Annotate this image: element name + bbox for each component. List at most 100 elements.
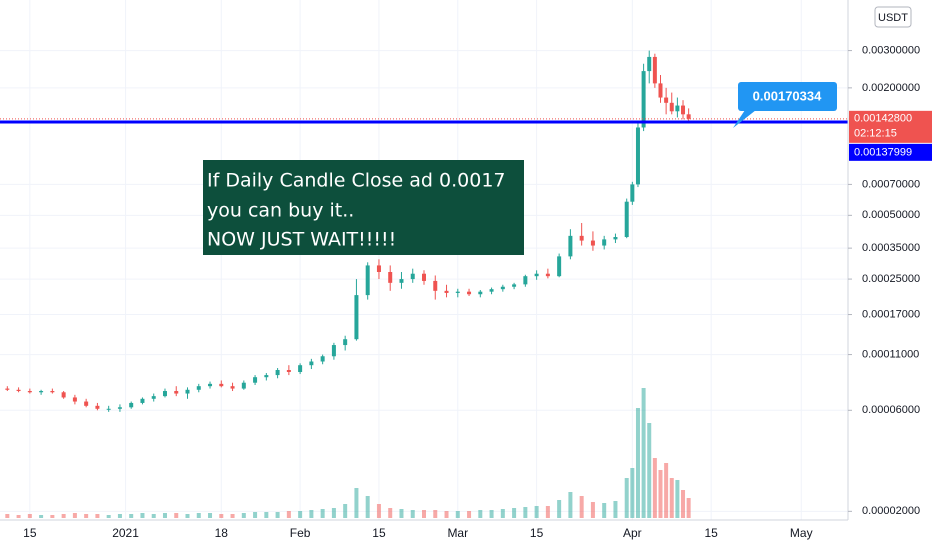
level-box [849,143,932,161]
candle-body [140,398,145,403]
volume-bar [95,514,100,518]
candle-body [557,256,562,277]
volume-bar [376,504,381,518]
candle-body [602,239,607,246]
volume-bar [320,509,325,518]
volume-bar [433,510,438,518]
last-price-box [849,110,932,143]
candle-body [151,396,156,399]
x-tick-label: Feb [290,526,311,540]
y-tick-label: 0.00017000 [862,308,920,320]
candle-body [39,391,44,393]
candle-body [675,105,680,112]
volume-bar [354,488,359,518]
candle-body [681,105,686,115]
volume-bar [641,388,646,518]
volume-bar [174,513,179,518]
candle-body [185,389,190,394]
candle-body [652,56,657,84]
volume-bar [658,470,663,518]
candle-body [433,280,438,291]
candle-body [298,365,303,373]
volume-bar [219,514,224,518]
candle-body [196,386,201,390]
x-tick-label: Mar [447,526,468,540]
x-tick-label: May [790,526,813,540]
candle-body [590,240,595,246]
candle-body [686,114,691,119]
candle-body [84,401,89,406]
x-tick-label: 2021 [112,526,139,540]
candles [5,50,691,412]
candle-body [613,237,618,240]
volume-bar [275,512,280,518]
overlay [0,118,848,124]
volume-bar [455,511,460,518]
volume-bar [140,513,145,518]
y-tick-label: 0.00050000 [862,209,920,221]
candle-body [630,184,635,202]
volume-bar [545,506,550,518]
candle-body [264,375,269,378]
volume-bar [84,514,89,518]
volume-bar [50,515,55,518]
annotation-line: NOW JUST WAIT!!!!! [207,229,396,251]
volume-bar [253,512,258,518]
candle-body [27,391,32,393]
volume-bar [489,510,494,518]
candle-body [669,102,674,112]
y-tick-label: 0.00025000 [862,273,920,285]
annotation-line: If Daily Candle Close ad 0.0017 [207,170,506,192]
volume-bar [264,512,269,518]
y-tick-label: 0.00200000 [862,82,920,94]
volume-bar [208,513,213,518]
volume-bar [686,498,691,518]
volume-bar [602,503,607,518]
candle-body [61,392,66,398]
y-tick-label: 0.00006000 [862,404,920,416]
candle-body [376,265,381,272]
volume-bar [613,501,618,518]
volume-bar [635,408,640,518]
candle-body [399,279,404,283]
candle-body [275,370,280,376]
candle-body [16,389,21,392]
candle-body [5,388,10,390]
candle-body [50,391,55,393]
volume-bar [467,511,472,518]
volume-bar [410,510,415,518]
volume-bar [343,504,348,518]
volume-bar [624,478,629,518]
last-price-label: 0.00142800 [854,113,912,125]
candle-body [72,397,77,402]
candle-body [162,391,167,397]
candle-body [365,265,370,296]
volume-bar [16,515,21,518]
volume-bar [422,510,426,518]
candle-body [410,273,415,280]
callout-box [738,82,837,111]
x-tick-label: 15 [704,526,718,540]
volume-bar [5,514,10,518]
volume-bar [196,513,201,518]
volume-bar [478,510,483,518]
currency-box [874,6,912,28]
volume-bar [630,468,635,518]
volume-bar [675,480,680,518]
candle-body [624,201,629,238]
x-tick-label: 15 [23,526,37,540]
annotation-box [203,160,524,255]
candle-body [422,273,426,281]
volume-bar [331,508,336,518]
volume-bar [681,490,686,518]
callout: 0.00170334 [733,82,837,128]
candle-body [331,345,336,357]
volume-bar [388,508,393,518]
candle-body [208,383,213,387]
candle-body [647,56,652,72]
y-tick-label: 0.00070000 [862,178,920,190]
candle-body [388,271,393,283]
volume [5,388,691,518]
candle-body [309,361,314,366]
